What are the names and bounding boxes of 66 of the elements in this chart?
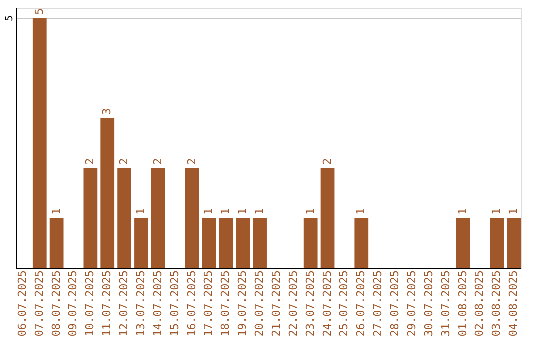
bar — [185, 168, 200, 268]
bar — [320, 168, 335, 268]
data-label: 3 — [100, 108, 114, 115]
x-tick-label: 18.07.2025 — [219, 270, 232, 337]
bar — [50, 218, 64, 268]
x-tick-label: 12.07.2025 — [118, 270, 131, 337]
data-label: 2 — [185, 158, 198, 165]
bar — [202, 218, 216, 268]
x-tick-label: 23.07.2025 — [304, 270, 317, 337]
x-tick-label: 27.07.2025 — [372, 270, 385, 337]
data-label: 2 — [84, 158, 97, 165]
x-tick-label: 06.07.2025 — [16, 270, 29, 337]
bar — [456, 218, 470, 268]
data-label: 5 — [32, 8, 46, 15]
data-label: 2 — [151, 158, 164, 165]
data-label: 1 — [50, 208, 63, 215]
x-tick-label: 22.07.2025 — [286, 270, 300, 337]
bar — [219, 218, 234, 268]
x-tick-label: 25.07.2025 — [338, 270, 351, 337]
bar — [134, 218, 148, 268]
data-label: 1 — [219, 208, 232, 215]
bar — [304, 218, 318, 268]
bar — [118, 168, 132, 268]
data-label: 1 — [253, 208, 266, 215]
bar — [490, 218, 504, 268]
x-tick-label: 14.07.2025 — [151, 270, 164, 337]
x-tick-label: 30.07.2025 — [422, 270, 436, 337]
bar — [32, 18, 47, 268]
x-tick-label: 26.07.2025 — [354, 270, 368, 337]
x-tick-label: 20.07.2025 — [253, 270, 266, 337]
x-tick-label: 16.07.2025 — [185, 270, 198, 337]
x-tick-label: 09.07.2025 — [66, 270, 80, 337]
x-tick-label: 21.07.2025 — [270, 270, 283, 337]
data-label: 1 — [304, 208, 317, 215]
data-label: 2 — [118, 158, 131, 165]
x-tick-label: 02.08.2025 — [473, 270, 486, 337]
data-label: 1 — [354, 208, 368, 215]
x-tick-label: 04.08.2025 — [507, 270, 520, 337]
data-label: 1 — [507, 208, 520, 215]
bar — [236, 218, 250, 268]
bar — [100, 118, 115, 268]
x-tick-label: 15.07.2025 — [168, 270, 182, 337]
data-label: 1 — [456, 208, 470, 215]
x-tick-label: 01.08.2025 — [456, 270, 470, 337]
x-tick-label: 10.07.2025 — [84, 270, 97, 337]
x-tick-label: 19.07.2025 — [236, 270, 250, 337]
bar — [151, 168, 166, 268]
data-label: 2 — [320, 158, 334, 165]
x-tick-label: 13.07.2025 — [134, 270, 148, 337]
bar — [354, 218, 369, 268]
x-tick-label: 11.07.2025 — [100, 270, 114, 337]
data-label: 1 — [236, 208, 250, 215]
data-label: 1 — [134, 208, 148, 215]
x-tick-label: 03.08.2025 — [490, 270, 504, 337]
bar — [253, 218, 267, 268]
x-tick-label: 31.07.2025 — [439, 270, 452, 337]
x-tick-label: 29.07.2025 — [405, 270, 418, 337]
data-label: 1 — [490, 208, 504, 215]
bar — [507, 218, 521, 268]
x-tick-label: 24.07.2025 — [320, 270, 334, 337]
x-tick-label: 07.07.2025 — [32, 270, 46, 337]
bar — [84, 168, 98, 268]
data-label: 1 — [202, 208, 216, 215]
x-tick-label: 08.07.2025 — [50, 270, 63, 337]
x-tick-label: 28.07.2025 — [388, 270, 402, 337]
x-tick-label: 17.07.2025 — [202, 270, 216, 337]
